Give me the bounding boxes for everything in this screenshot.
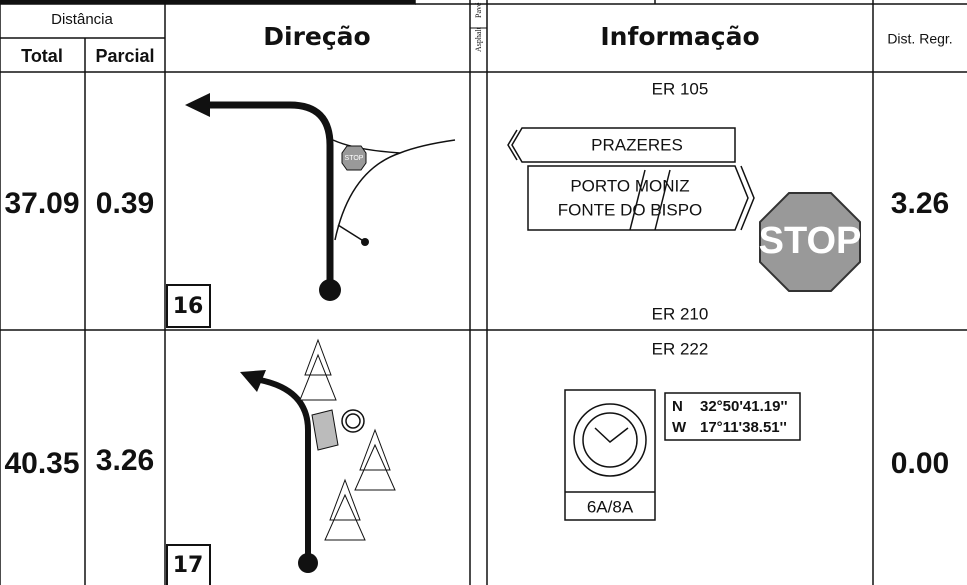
sign: PORTO MONIZ bbox=[570, 176, 689, 195]
header-asphalt: Asphalt bbox=[474, 26, 483, 52]
header-information: Informação bbox=[600, 22, 759, 51]
number-box bbox=[166, 284, 211, 328]
total: 37.09 bbox=[4, 187, 79, 220]
direction-icon bbox=[240, 338, 396, 573]
stop-small: STOP bbox=[345, 155, 364, 162]
sign: PRAZERES bbox=[591, 135, 683, 154]
header-pave: Pavé bbox=[474, 2, 483, 18]
direction-icon: STOP bbox=[185, 93, 456, 301]
number: 17 bbox=[173, 553, 204, 578]
partial: 3.26 bbox=[96, 444, 154, 477]
coord-value: 17°11'38.51'' bbox=[700, 419, 787, 436]
road-top: ER 222 bbox=[652, 339, 709, 358]
coord-dir: N bbox=[672, 398, 683, 415]
header-partial: Parcial bbox=[95, 46, 154, 66]
coords-box bbox=[664, 392, 801, 441]
total: 40.35 bbox=[4, 447, 79, 480]
header-direction: Direção bbox=[263, 22, 370, 51]
stop-text: STOP bbox=[759, 220, 862, 262]
sign: FONTE DO BISPO bbox=[558, 200, 703, 219]
partial: 0.39 bbox=[96, 187, 154, 220]
stop-sign bbox=[759, 192, 861, 292]
header-remaining: Dist. Regr. bbox=[887, 31, 952, 47]
coord-dir: W bbox=[672, 419, 687, 436]
number-box bbox=[166, 544, 211, 585]
remaining: 3.26 bbox=[891, 187, 949, 220]
header-total: Total bbox=[21, 46, 63, 66]
remaining: 0.00 bbox=[891, 447, 949, 480]
clock-box bbox=[564, 389, 656, 521]
road-top: ER 105 bbox=[652, 79, 709, 98]
coord-value: 32°50'41.19'' bbox=[700, 398, 788, 415]
clock-label: 6A/8A bbox=[587, 497, 634, 516]
header-distance: Distância bbox=[51, 11, 113, 28]
sign-right bbox=[527, 165, 749, 231]
road-bottom: ER 210 bbox=[652, 304, 709, 323]
sign-left bbox=[511, 127, 736, 163]
number: 16 bbox=[173, 294, 204, 319]
